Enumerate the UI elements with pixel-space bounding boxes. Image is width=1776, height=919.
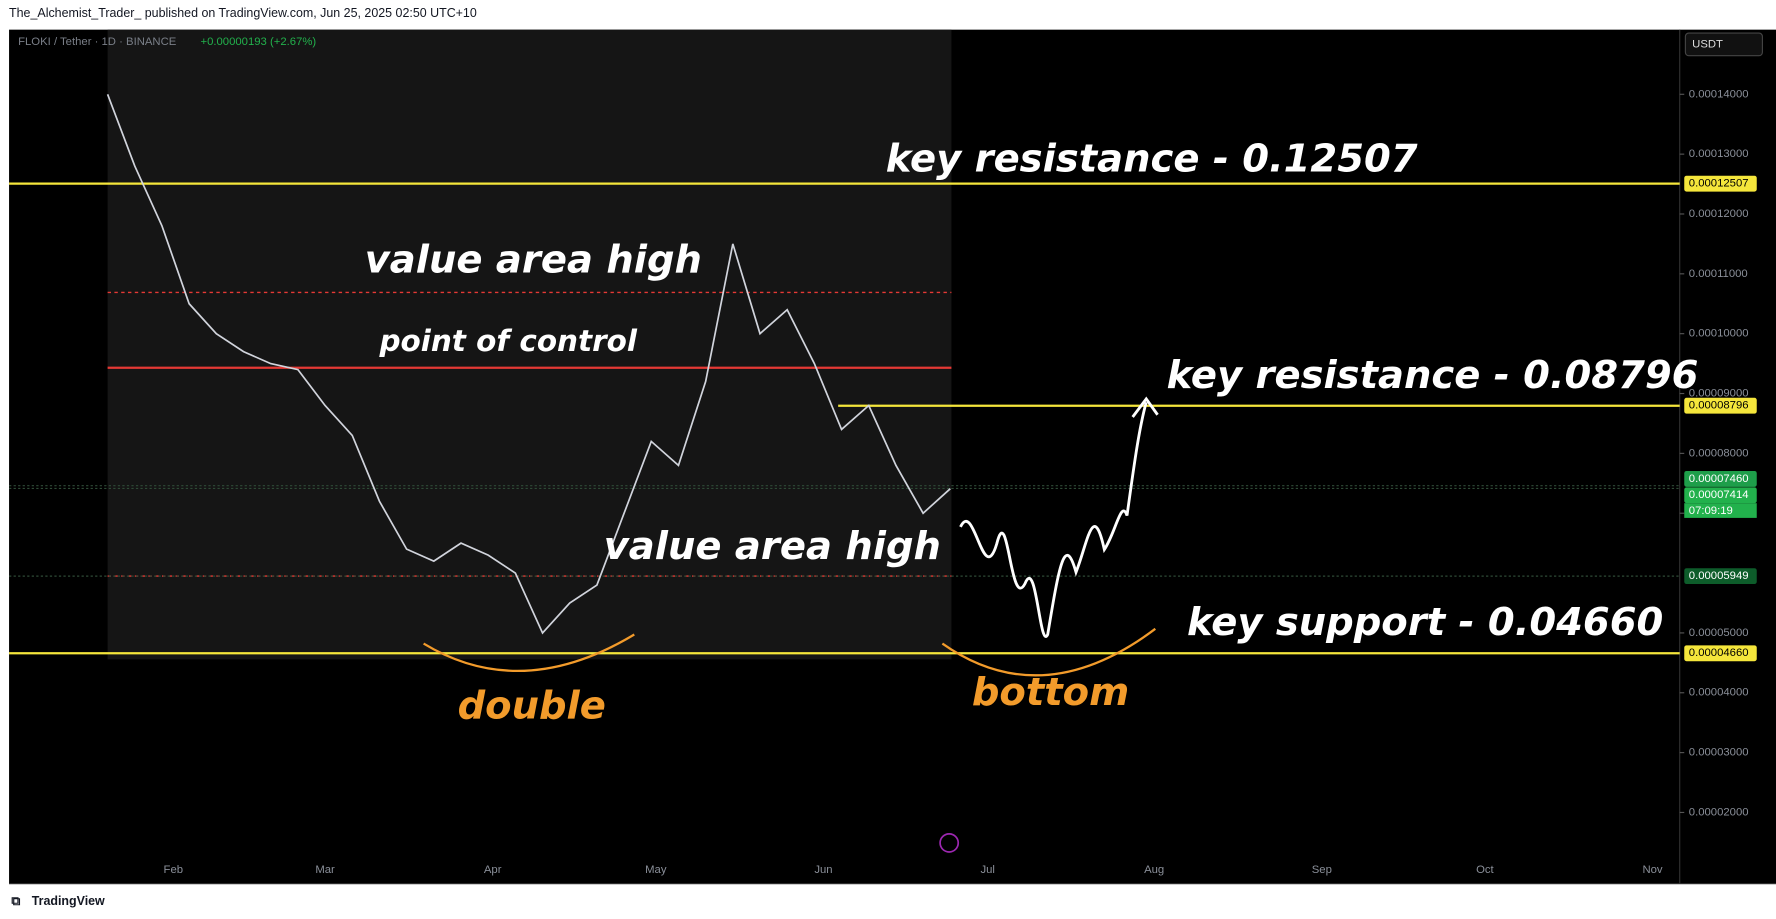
annotation: point of control — [378, 324, 637, 358]
event-icon[interactable] — [939, 832, 960, 853]
y-tick-label: 0.00003000 — [1689, 747, 1749, 759]
y-tick-label: 0.00009000 — [1689, 388, 1749, 400]
arc — [423, 633, 635, 672]
price-label: 0.00008796 — [1689, 400, 1749, 412]
price-line — [106, 93, 951, 635]
annotation: key resistance - 0.08796 — [1167, 353, 1699, 398]
y-tick-label: 0.00012000 — [1689, 208, 1749, 220]
price-label-box — [1684, 175, 1757, 192]
change: +0.00000193 (+2.67%) — [200, 36, 316, 48]
price-label-box — [1684, 470, 1757, 487]
y-tick-label: 0.00014000 — [1689, 88, 1749, 100]
countdown: 07:09:19 — [1689, 505, 1733, 517]
price-label-box — [1684, 645, 1757, 662]
x-tick-label: Aug — [1144, 864, 1164, 876]
y-tick-label: 0.00004000 — [1689, 687, 1749, 699]
range-box — [107, 29, 952, 660]
x-tick-label: Oct — [1476, 864, 1494, 876]
x-tick-label: Feb — [164, 864, 184, 876]
annotation: value area high — [604, 524, 941, 569]
countdown-box — [1684, 503, 1757, 518]
x-tick-label: May — [645, 864, 667, 876]
publisher: The_Alchemist_Trader_ published on Tradi… — [9, 6, 477, 20]
price-label: 0.00012507 — [1689, 178, 1749, 190]
y-tick-label: 0.00008000 — [1689, 447, 1749, 459]
annotation: value area high — [365, 237, 702, 282]
price-label: 0.00004660 — [1689, 647, 1749, 659]
price-label: 0.00007460 — [1689, 473, 1749, 485]
price-label: 0.00005949 — [1689, 570, 1749, 582]
price-label-box — [1684, 397, 1757, 414]
annotation: bottom — [972, 670, 1129, 715]
logo: ⧉ — [11, 894, 20, 908]
x-tick-label: Nov — [1642, 864, 1662, 876]
price-label-box — [1684, 568, 1757, 585]
x-tick-label: Sep — [1312, 864, 1332, 876]
currency[interactable]: USDT — [1692, 38, 1723, 50]
projection — [959, 401, 1148, 638]
footer: TradingView — [32, 894, 105, 908]
y-tick-label: 0.00005000 — [1689, 627, 1749, 639]
x-tick-label: Jun — [814, 864, 832, 876]
price-label: 0.00007414 — [1689, 489, 1749, 501]
y-tick-label: 0.00010000 — [1689, 328, 1749, 340]
y-tick-label: 0.00002000 — [1689, 806, 1749, 818]
arc — [941, 627, 1156, 677]
price-label-box — [1684, 487, 1757, 504]
projection-arrow — [1131, 396, 1159, 418]
y-tick-label: 0.00011000 — [1689, 268, 1748, 280]
currency-box[interactable] — [1684, 32, 1763, 57]
x-tick-label: Jul — [980, 864, 994, 876]
annotation: double — [458, 684, 606, 729]
annotation: key support - 0.04660 — [1187, 600, 1663, 645]
annotation: key resistance - 0.12507 — [886, 137, 1418, 182]
symbol: FLOKI / Tether · 1D · BINANCE — [18, 36, 177, 48]
y-tick-label: 0.00013000 — [1689, 148, 1749, 160]
x-tick-label: Apr — [484, 864, 502, 876]
x-tick-label: Mar — [315, 864, 335, 876]
